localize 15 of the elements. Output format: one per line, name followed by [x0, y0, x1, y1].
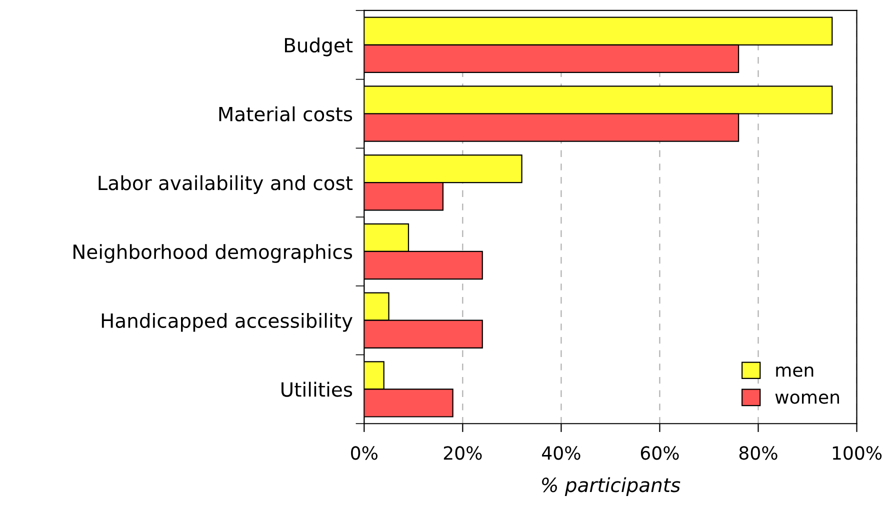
- y-tick-label: Budget: [285, 38, 353, 56]
- x-axis-title: % participants: [542, 477, 680, 496]
- legend-label: men: [776, 366, 814, 377]
- x-tick-label: 80%: [739, 446, 778, 460]
- x-tick-label: 100%: [832, 446, 882, 460]
- x-tick-label: 0%: [351, 446, 378, 460]
- legend-label: women: [775, 394, 839, 404]
- y-tick-label: Labor availability and cost: [98, 175, 353, 194]
- x-tick-label: 40%: [542, 446, 580, 460]
- y-tick-label: Neighborhood demographics: [74, 244, 352, 263]
- y-tick-label: Handicapped accessibility: [102, 312, 352, 332]
- x-tick-label: 60%: [640, 446, 679, 460]
- y-tick-label: Utilities: [282, 382, 352, 397]
- y-tick-label: Material costs: [219, 106, 352, 122]
- x-tick-label: 20%: [444, 446, 482, 460]
